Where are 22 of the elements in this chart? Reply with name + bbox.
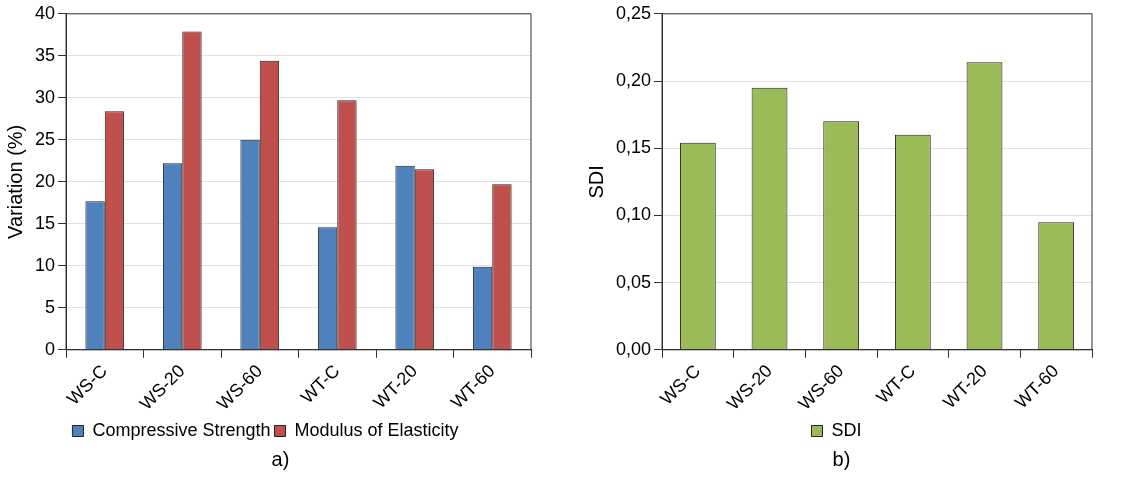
legend-label: SDI: [831, 419, 862, 440]
y-axis-title: SDI: [584, 165, 607, 199]
y-tick-label: 25: [34, 128, 56, 149]
y-tick-label: 40: [34, 2, 56, 23]
y-tick-label: 0: [45, 338, 56, 359]
y-tick-label: 0,20: [615, 69, 652, 90]
y-tick-label: 0,05: [615, 271, 652, 292]
y-tick-label: 20: [34, 170, 56, 191]
y-tick-label: 35: [34, 44, 56, 65]
y-tick-label: 30: [34, 86, 56, 107]
text: b): [831, 448, 852, 471]
y-tick-label: 0,15: [615, 137, 652, 158]
y-tick-label: 15: [34, 212, 56, 233]
y-tick-label: 0,10: [615, 204, 652, 225]
y-tick-label: 10: [34, 254, 56, 275]
legend-label: Compressive Strength: [92, 419, 271, 440]
y-axis-title: Variation (%): [3, 124, 26, 239]
legend-label: Modulus of Elasticity: [294, 419, 459, 440]
y-tick-label: 5: [45, 296, 56, 317]
text: a): [270, 448, 291, 471]
y-tick-label: 0,00: [615, 338, 652, 359]
y-tick-label: 0,25: [615, 2, 652, 23]
